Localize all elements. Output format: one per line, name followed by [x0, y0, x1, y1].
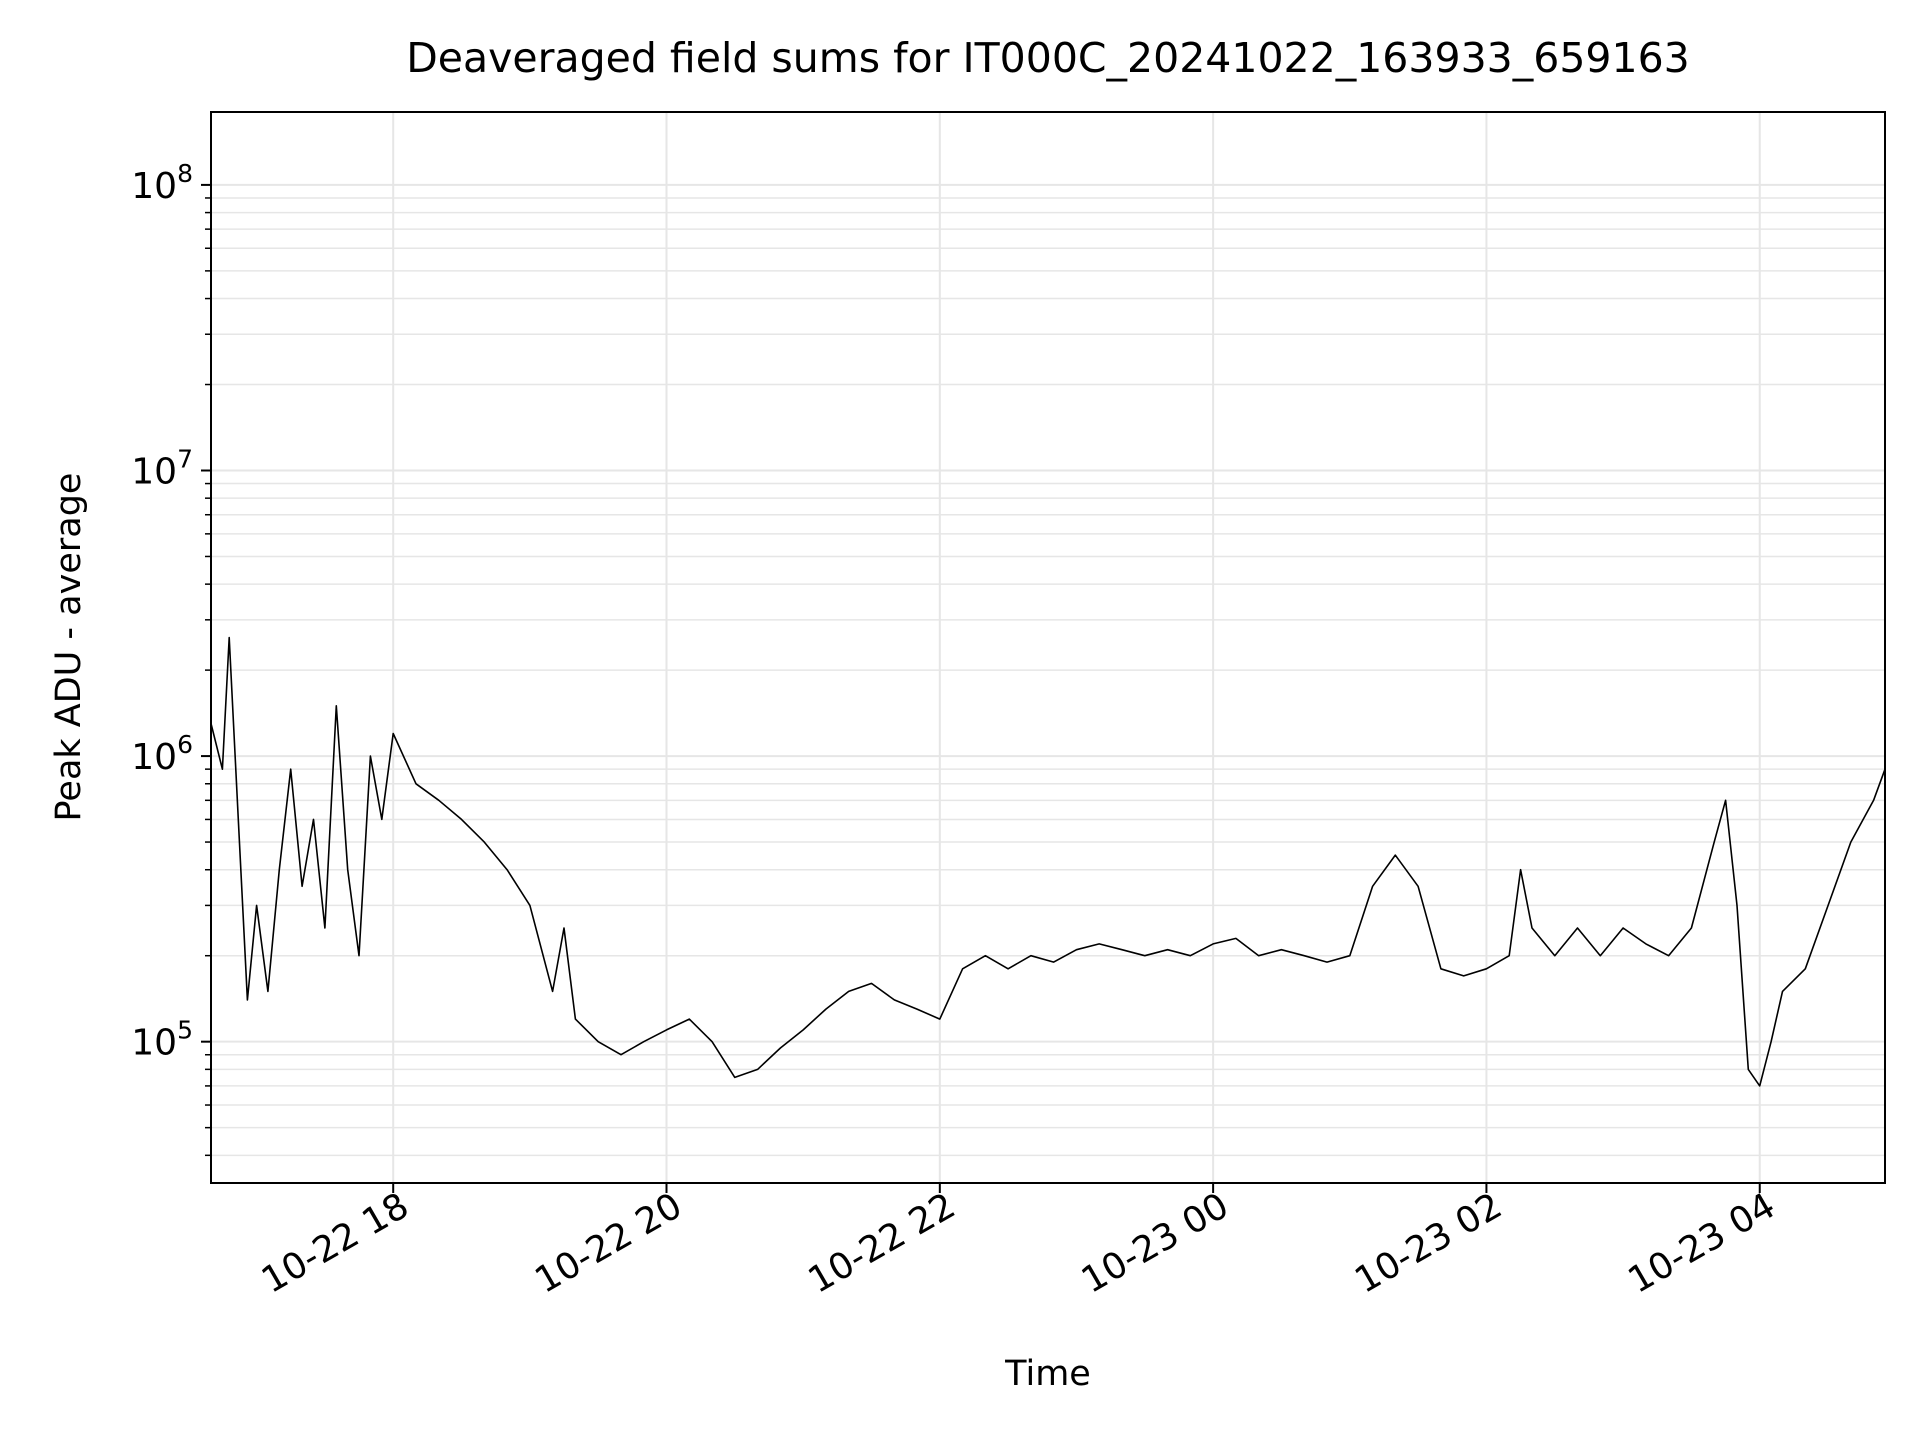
chart-title: Deaveraged field sums for IT000C_2024102…	[406, 34, 1690, 82]
series-layer	[210, 636, 1886, 1087]
x-axis-label: Time	[1004, 1354, 1091, 1394]
y-tick-label: 107	[131, 444, 193, 492]
y-tick-label: 108	[131, 159, 193, 207]
y-tick-label: 105	[131, 1016, 193, 1064]
series-line	[210, 636, 1886, 1087]
y-axis-label: Peak ADU - average	[49, 473, 89, 822]
plot-frame	[210, 111, 1886, 1184]
grid	[211, 112, 1885, 1183]
y-tick-label: 106	[131, 730, 193, 778]
y-axis: 105 106 107 108	[131, 159, 211, 1157]
